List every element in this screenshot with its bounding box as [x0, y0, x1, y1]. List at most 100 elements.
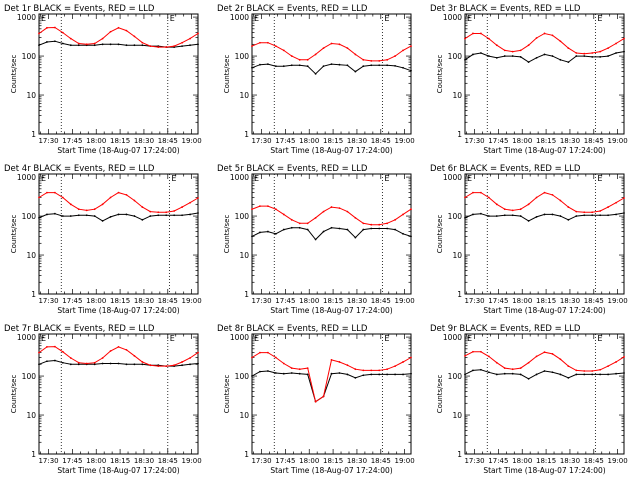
data-point-lld	[125, 29, 128, 32]
data-point-events	[599, 214, 602, 217]
data-point-events	[511, 214, 514, 217]
data-point-lld	[615, 201, 617, 204]
data-point-events	[259, 370, 261, 373]
data-point-lld	[503, 367, 506, 370]
data-point-events	[109, 43, 112, 46]
data-point-events	[181, 45, 184, 48]
data-point-events	[370, 64, 373, 67]
data-point-events	[370, 373, 373, 376]
x-tick-label: 18:15	[323, 297, 343, 305]
data-point-lld	[85, 209, 88, 212]
x-tick-label: 18:30	[560, 137, 580, 145]
x-tick-label: 18:30	[347, 137, 367, 145]
plot-frame	[251, 173, 412, 295]
data-point-lld	[298, 58, 301, 61]
data-point-lld	[472, 350, 474, 353]
x-tick-label: 17:30	[251, 297, 271, 305]
data-point-lld	[535, 355, 538, 358]
data-point-events	[267, 63, 269, 66]
data-point-events	[575, 215, 578, 217]
data-point-events	[519, 56, 522, 58]
data-point-lld	[38, 32, 40, 35]
data-point-lld	[117, 345, 120, 348]
data-point-lld	[189, 357, 191, 359]
data-point-events	[559, 215, 562, 217]
y-tick-label: 10	[452, 251, 462, 260]
x-tick-label: 18:45	[371, 457, 391, 465]
data-point-events	[487, 55, 490, 57]
y-tick-label: 1000	[17, 333, 36, 342]
x-tick-label: 19:00	[182, 297, 202, 305]
data-point-lld	[495, 203, 498, 206]
data-point-events	[607, 214, 609, 217]
data-point-events	[298, 64, 301, 67]
data-point-events	[591, 214, 594, 217]
data-point-events	[117, 43, 120, 46]
data-point-events	[101, 43, 104, 46]
x-tick-label: 18:45	[584, 297, 604, 305]
data-point-events	[69, 44, 72, 47]
data-point-events	[495, 56, 498, 59]
data-point-lld	[330, 206, 333, 208]
data-point-lld	[109, 196, 112, 199]
y-axis-label: Counts/sec	[436, 55, 444, 94]
data-point-events	[503, 214, 506, 217]
y-axis-label: Counts/sec	[223, 375, 231, 414]
data-point-events	[125, 213, 128, 216]
x-tick-label: 18:00	[512, 297, 532, 305]
plot-frame	[464, 333, 625, 455]
x-tick-label: 18:00	[299, 457, 319, 465]
data-point-lld	[567, 206, 570, 208]
data-point-events	[197, 43, 199, 46]
data-point-events	[394, 228, 396, 231]
data-point-events	[38, 44, 40, 47]
data-point-lld	[157, 365, 160, 368]
data-point-events	[472, 53, 474, 56]
data-point-lld	[487, 355, 490, 358]
panel-title: Det 8r BLACK = Events, RED = LLD	[217, 324, 368, 334]
detector-panel-5: Det 5r BLACK = Events, RED = LLD 1 10 100 10…	[217, 164, 415, 315]
data-point-events	[559, 373, 562, 376]
x-tick-label: 18:00	[512, 137, 532, 145]
data-point-events	[567, 218, 570, 221]
data-point-events	[259, 63, 261, 66]
data-point-events	[259, 231, 261, 234]
marker-label: E	[467, 174, 472, 183]
data-point-events	[551, 213, 554, 216]
data-point-lld	[615, 361, 617, 363]
data-point-lld	[480, 350, 482, 353]
data-point-lld	[133, 354, 136, 357]
data-point-events	[251, 375, 253, 377]
data-point-lld	[93, 42, 96, 45]
y-tick-label: 100	[235, 212, 250, 221]
data-point-lld	[93, 361, 96, 364]
data-point-lld	[197, 32, 199, 35]
data-point-events	[503, 55, 506, 57]
data-point-lld	[298, 222, 301, 225]
data-point-lld	[282, 213, 285, 216]
x-tick-label: 18:15	[536, 297, 556, 305]
data-point-events	[362, 65, 365, 68]
data-point-events	[93, 215, 96, 217]
data-point-events	[61, 42, 64, 45]
data-point-lld	[464, 37, 466, 40]
data-point-events	[346, 228, 349, 231]
x-tick-label: 18:45	[584, 457, 604, 465]
y-tick-label: 1	[244, 290, 249, 299]
x-tick-label: 17:30	[464, 137, 484, 145]
x-tick-label: 18:45	[158, 457, 178, 465]
y-tick-label: 1000	[230, 13, 249, 22]
data-point-events	[354, 236, 357, 239]
marker-label: E	[467, 14, 472, 23]
series-line-lld	[464, 32, 625, 55]
y-axis-label: Counts/sec	[436, 375, 444, 414]
data-point-events	[583, 214, 586, 217]
data-point-events	[38, 216, 40, 219]
data-point-lld	[378, 369, 381, 372]
marker-label: E	[170, 334, 175, 343]
data-point-lld	[386, 58, 389, 61]
data-point-lld	[54, 26, 56, 29]
data-point-lld	[93, 208, 96, 211]
data-point-lld	[543, 32, 546, 35]
data-point-lld	[322, 210, 325, 213]
